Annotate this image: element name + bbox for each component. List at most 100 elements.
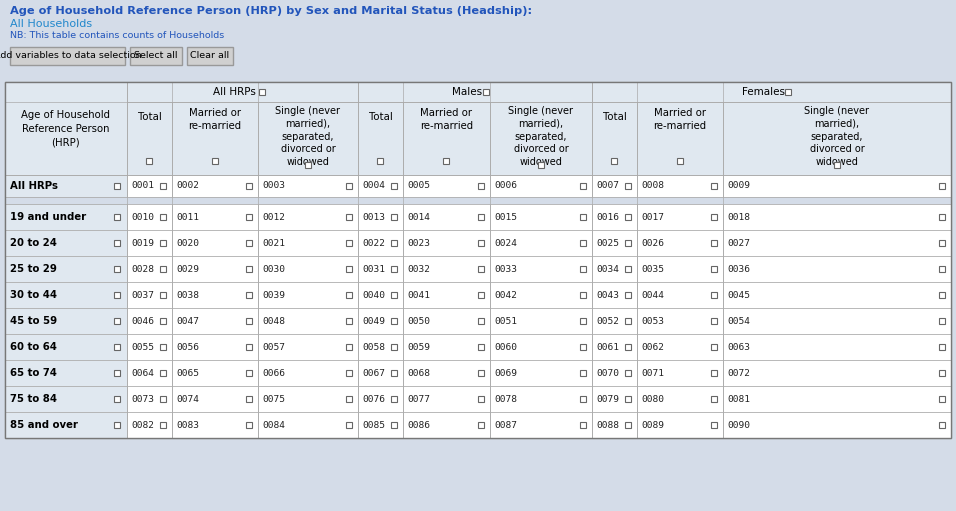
Bar <box>160 292 166 298</box>
Bar <box>637 360 723 386</box>
Bar <box>114 214 120 220</box>
Bar <box>258 282 358 308</box>
Bar <box>478 422 484 428</box>
Bar <box>625 318 631 324</box>
Bar <box>403 360 490 386</box>
Bar <box>723 386 951 412</box>
Bar <box>592 230 637 256</box>
Bar <box>592 204 637 230</box>
Text: 0065: 0065 <box>176 368 199 378</box>
Bar <box>258 308 358 334</box>
Bar <box>5 82 951 438</box>
Text: 0009: 0009 <box>727 181 750 191</box>
Bar <box>258 386 358 412</box>
Text: Males: Males <box>452 87 482 97</box>
Text: 0056: 0056 <box>176 342 199 352</box>
Text: 0072: 0072 <box>727 368 750 378</box>
Bar <box>114 240 120 246</box>
Bar <box>592 256 637 282</box>
Bar <box>939 370 945 376</box>
Bar <box>346 344 352 350</box>
Bar <box>592 412 637 438</box>
Bar <box>490 360 592 386</box>
Bar <box>444 158 449 164</box>
Bar <box>127 360 172 386</box>
Text: 0004: 0004 <box>362 181 385 191</box>
Text: 0084: 0084 <box>262 421 285 430</box>
Bar <box>711 214 717 220</box>
Text: 0081: 0081 <box>727 394 750 404</box>
Text: 0003: 0003 <box>262 181 285 191</box>
Bar <box>723 175 951 197</box>
Text: 0018: 0018 <box>727 213 750 221</box>
Bar <box>358 334 403 360</box>
Bar <box>490 256 592 282</box>
Bar <box>246 370 252 376</box>
Text: Married or
re-married: Married or re-married <box>420 108 473 131</box>
Bar <box>478 396 484 402</box>
Bar <box>246 396 252 402</box>
Text: 19 and under: 19 and under <box>10 212 86 222</box>
Bar <box>258 230 358 256</box>
Bar <box>711 422 717 428</box>
Text: 0015: 0015 <box>494 213 517 221</box>
Bar <box>391 183 397 189</box>
Text: 0086: 0086 <box>407 421 430 430</box>
Bar <box>637 102 723 175</box>
Bar <box>723 334 951 360</box>
Bar <box>346 266 352 272</box>
Bar <box>172 282 258 308</box>
Text: 0085: 0085 <box>362 421 385 430</box>
Text: Females: Females <box>742 87 785 97</box>
Text: All Households: All Households <box>10 19 92 29</box>
Bar <box>10 47 125 65</box>
Bar <box>403 175 490 197</box>
Text: 0030: 0030 <box>262 265 285 273</box>
Bar <box>187 47 233 65</box>
Text: 0078: 0078 <box>494 394 517 404</box>
Bar <box>5 386 127 412</box>
Bar <box>5 82 127 175</box>
Text: 0024: 0024 <box>494 239 517 247</box>
Bar <box>358 102 403 175</box>
Text: 0052: 0052 <box>596 316 619 326</box>
Text: 0033: 0033 <box>494 265 517 273</box>
Bar <box>580 344 586 350</box>
Text: 0042: 0042 <box>494 290 517 299</box>
Bar <box>403 386 490 412</box>
Bar <box>172 360 258 386</box>
Text: 30 to 44: 30 to 44 <box>10 290 57 300</box>
Text: 45 to 59: 45 to 59 <box>10 316 57 326</box>
Text: 0022: 0022 <box>362 239 385 247</box>
Bar <box>580 214 586 220</box>
Text: 0045: 0045 <box>727 290 750 299</box>
Text: 0023: 0023 <box>407 239 430 247</box>
Bar <box>625 292 631 298</box>
Text: 0051: 0051 <box>494 316 517 326</box>
Bar <box>637 282 723 308</box>
Text: 0057: 0057 <box>262 342 285 352</box>
Text: Clear all: Clear all <box>190 52 229 60</box>
Bar <box>637 308 723 334</box>
Text: 0077: 0077 <box>407 394 430 404</box>
Text: 0034: 0034 <box>596 265 619 273</box>
Bar <box>5 334 127 360</box>
Bar <box>834 162 840 168</box>
Bar <box>160 370 166 376</box>
Bar <box>127 256 172 282</box>
Bar <box>637 175 723 197</box>
Bar <box>258 334 358 360</box>
Bar <box>490 282 592 308</box>
Text: 0021: 0021 <box>262 239 285 247</box>
Bar <box>625 370 631 376</box>
Bar <box>711 396 717 402</box>
Bar <box>625 344 631 350</box>
Bar <box>160 214 166 220</box>
Bar <box>258 412 358 438</box>
Bar <box>127 204 172 230</box>
Bar <box>478 240 484 246</box>
Text: 0035: 0035 <box>641 265 664 273</box>
Text: 0043: 0043 <box>596 290 619 299</box>
Bar <box>592 334 637 360</box>
Bar <box>114 344 120 350</box>
